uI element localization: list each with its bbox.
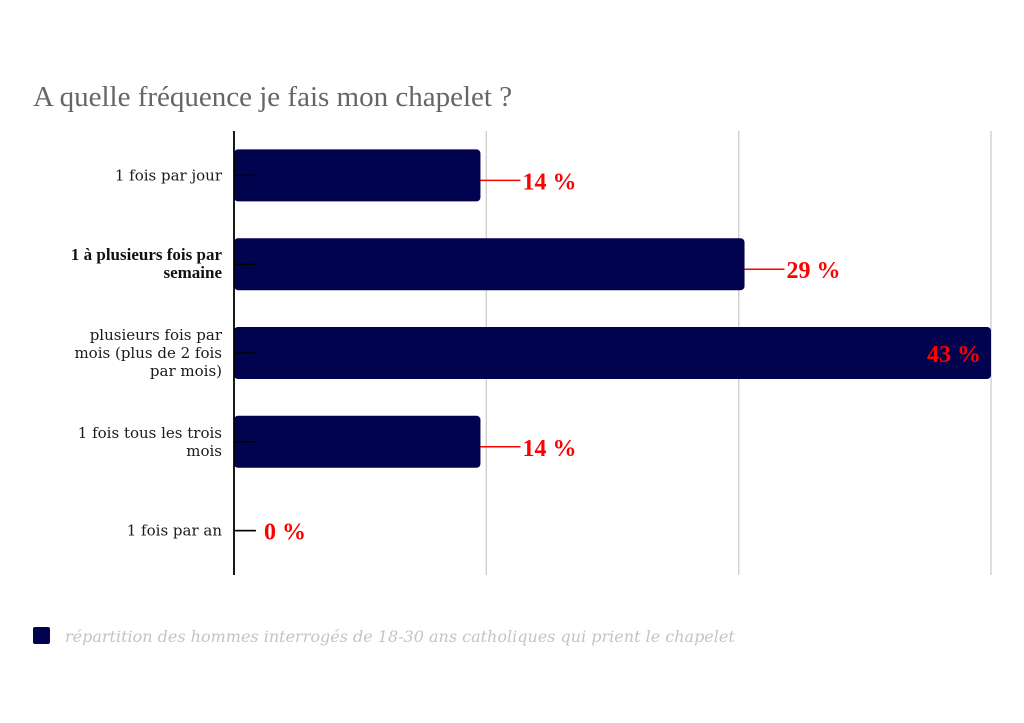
value-label: 29 % <box>787 258 841 284</box>
value-label: 14 % <box>522 169 576 195</box>
value-label: 0 % <box>264 520 306 546</box>
chart-title: A quelle fréquence je fais mon chapelet … <box>33 81 512 113</box>
legend-label: répartition des hommes interrogés de 18-… <box>65 627 735 646</box>
category-label: 1 à plusieurs fois par semaine <box>71 245 223 282</box>
value-label: 14 % <box>522 436 576 462</box>
category-label: 1 fois tous les trois mois <box>78 424 222 460</box>
bar[interactable] <box>234 327 991 379</box>
value-labels: 14 % 29 % 43 % 14 % 0 % <box>236 169 981 546</box>
bars <box>234 149 991 468</box>
legend-swatch <box>33 627 50 644</box>
value-label: 43 % <box>927 342 981 368</box>
bar[interactable] <box>234 149 481 202</box>
bar[interactable] <box>234 415 481 468</box>
category-label: 1 fois par an <box>127 522 223 540</box>
y-axis <box>233 131 255 575</box>
category-label: plusieurs fois par mois (plus de 2 fois pa… <box>74 326 222 380</box>
category-label: 1 fois par jour <box>115 166 223 184</box>
legend[interactable]: répartition des hommes interrogés de 18-… <box>33 627 735 646</box>
bar[interactable] <box>234 238 745 291</box>
category-labels: 1 fois par jour 1 à plusieurs fois par sem… <box>71 166 223 539</box>
